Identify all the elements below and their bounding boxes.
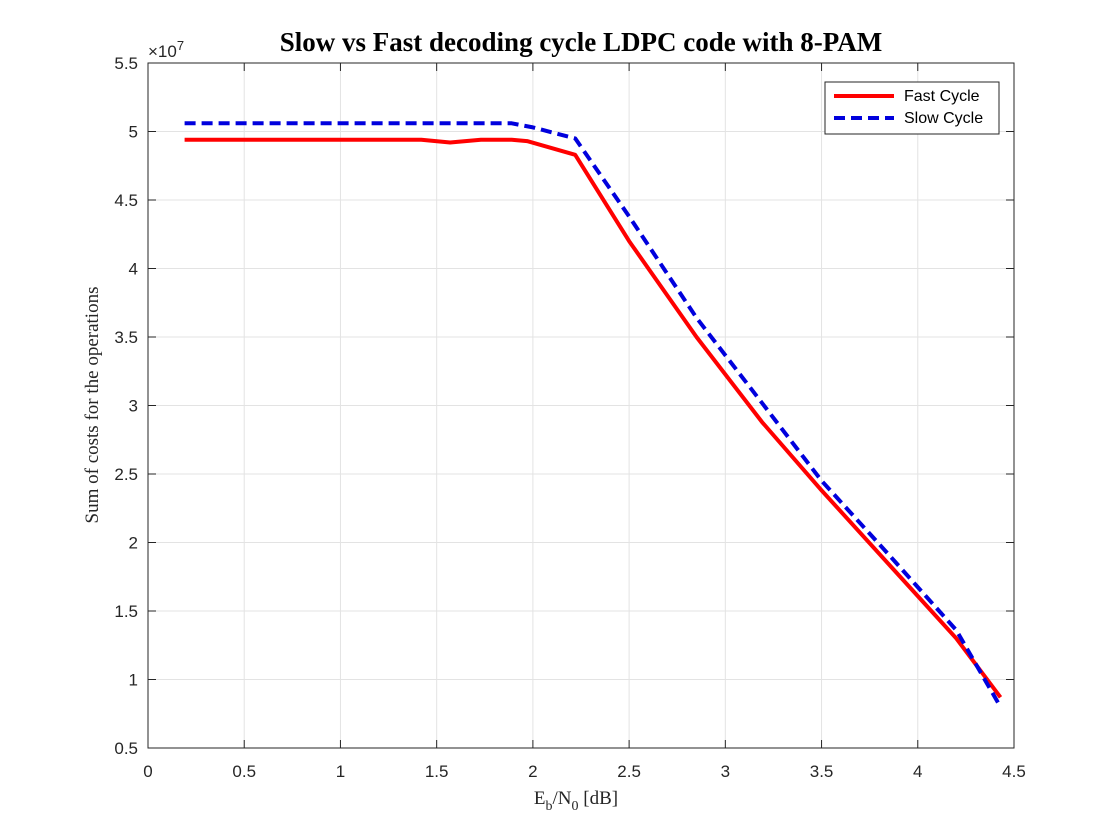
y-tick-label: 5.5 xyxy=(114,54,138,73)
y-tick-label: 2 xyxy=(129,534,138,553)
chart-title: Slow vs Fast decoding cycle LDPC code wi… xyxy=(280,27,882,57)
x-tick-label: 3.5 xyxy=(810,762,834,781)
x-axis-label-n: /N xyxy=(553,788,572,809)
series-line-fast-cycle xyxy=(184,137,1003,699)
series-line-slow-cycle xyxy=(184,121,1003,708)
legend-box xyxy=(824,81,1000,135)
x-axis-label-sub-0: 0 xyxy=(572,799,579,814)
y-tick-label: 4 xyxy=(129,260,138,279)
series-layer xyxy=(184,121,1003,708)
x-tick-label: 0 xyxy=(143,762,152,781)
legend-label-fast-cycle: Fast Cycle xyxy=(904,88,980,105)
y-exponent-power: 7 xyxy=(177,38,184,53)
y-tick-label: 3 xyxy=(129,397,138,416)
axis-ticks: 0 0.5 1 1.5 2 2.5 3 3.5 4 4.5 0.5 1 1.5 2 2.5 3 3.5 4 4.5 5… xyxy=(114,54,1025,781)
x-tick-label: 3 xyxy=(721,762,730,781)
x-axis-label-e: E xyxy=(534,788,546,809)
legend-label-slow-cycle: Slow Cycle xyxy=(904,110,983,127)
x-axis-label-sub-b: b xyxy=(546,799,553,814)
x-tick-label: 2.5 xyxy=(617,762,641,781)
y-tick-label: 1.5 xyxy=(114,602,138,621)
y-exponent-label: ×107 xyxy=(148,38,184,61)
y-tick-label: 1 xyxy=(129,671,138,690)
y-tick-label: 2.5 xyxy=(114,465,138,484)
x-tick-label: 4 xyxy=(913,762,922,781)
x-axis-label: Eb/N0 [dB] xyxy=(534,788,618,814)
x-tick-label: 1.5 xyxy=(425,762,449,781)
y-tick-label: 0.5 xyxy=(114,739,138,758)
x-axis-label-unit: [dB] xyxy=(579,788,619,809)
y-tick-label: 5 xyxy=(129,123,138,142)
legend: Fast Cycle Slow Cycle xyxy=(824,81,1000,135)
x-tick-label: 4.5 xyxy=(1002,762,1026,781)
y-axis-label: Sum of costs for the operations xyxy=(82,287,103,524)
y-exponent-base: ×10 xyxy=(148,42,177,61)
x-tick-label: 1 xyxy=(336,762,345,781)
x-tick-label: 2 xyxy=(528,762,537,781)
y-tick-label: 3.5 xyxy=(114,328,138,347)
y-tick-label: 4.5 xyxy=(114,191,138,210)
x-tick-label: 0.5 xyxy=(232,762,256,781)
